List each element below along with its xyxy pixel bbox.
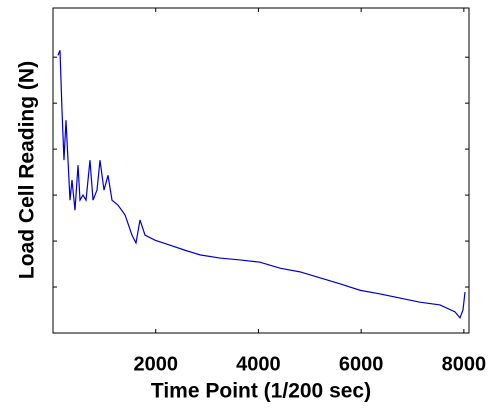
x-tick-label: 6000 [339, 353, 384, 375]
x-tick-label: 8000 [442, 353, 487, 375]
x-tick-label: 4000 [236, 353, 281, 375]
data-line [57, 50, 466, 319]
x-axis-label: Time Point (1/200 sec) [151, 380, 371, 403]
x-tick-label: 2000 [133, 353, 178, 375]
plot-frame [52, 7, 470, 334]
y-axis-label: Load Cell Reading (N) [16, 61, 39, 279]
